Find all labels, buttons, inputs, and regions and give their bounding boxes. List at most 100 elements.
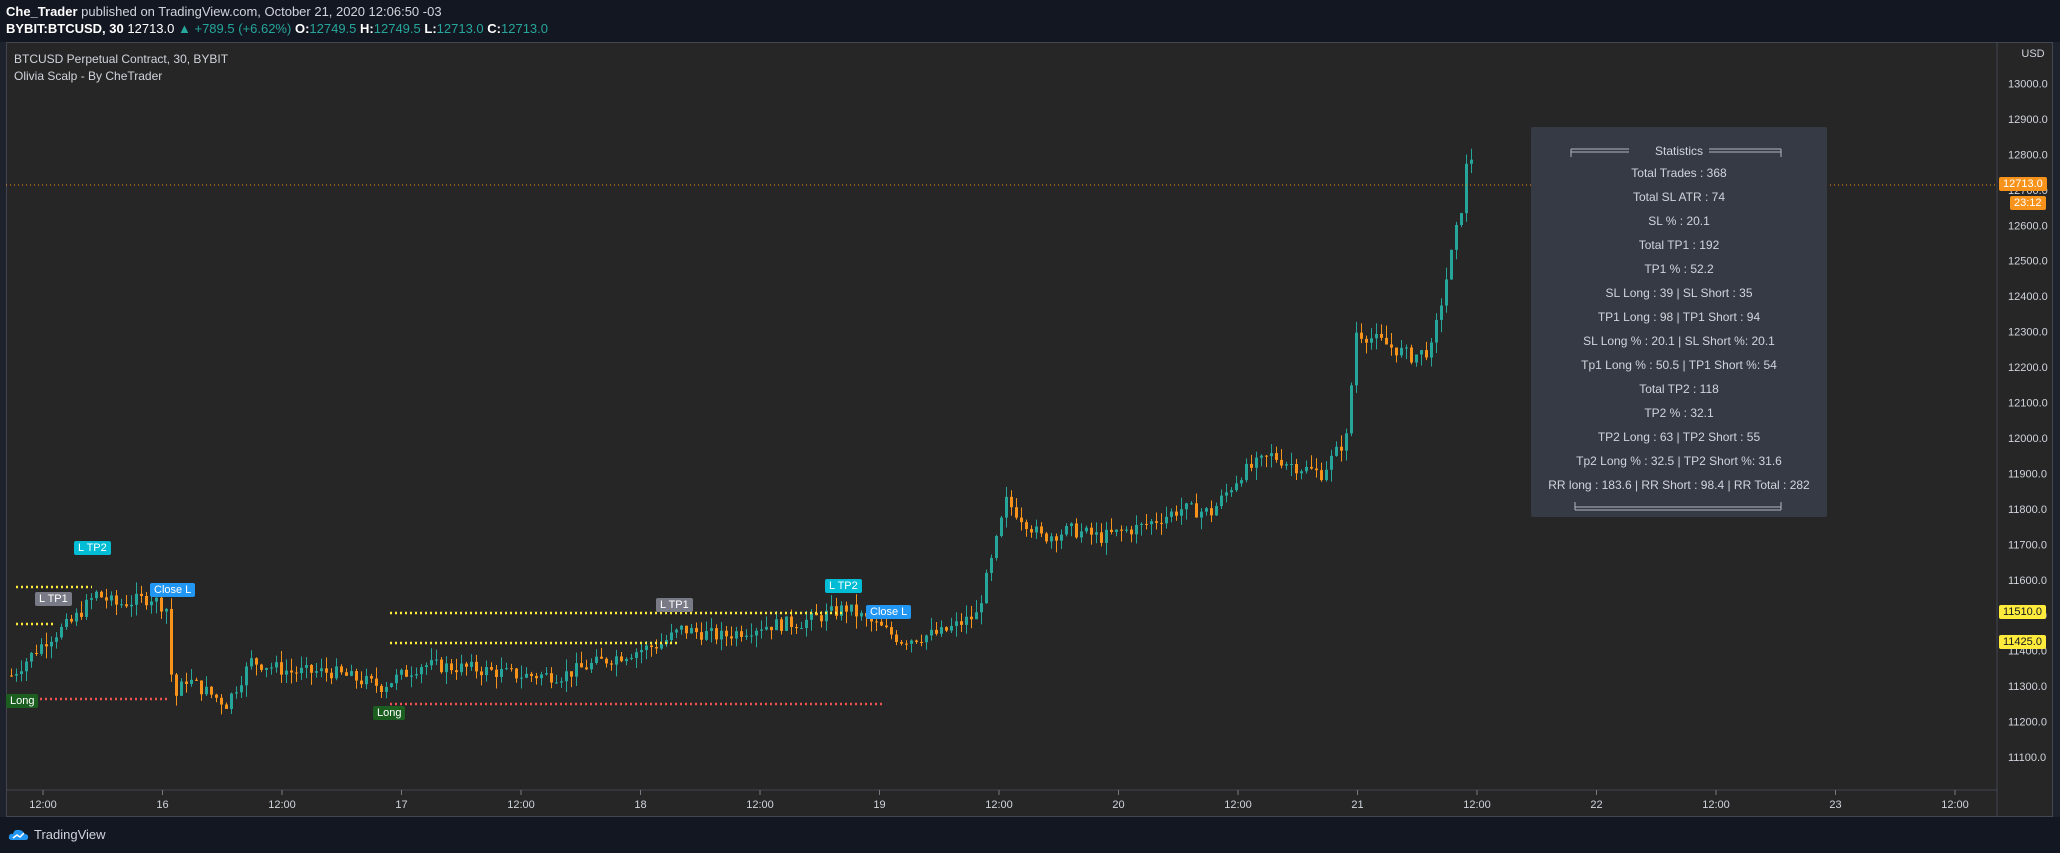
time-tick-label: 12:00	[268, 799, 296, 811]
candle-down	[355, 671, 358, 681]
candle-up	[90, 598, 93, 600]
stat-tp1-long-short: TP1 Long : 98 | TP1 Short : 94	[1597, 310, 1761, 324]
candle-down	[1390, 344, 1393, 348]
candle-down	[1055, 536, 1058, 541]
signal-ltp2-1[interactable]: L TP2	[74, 541, 111, 555]
time-tick-label: 12:00	[985, 799, 1013, 811]
candle-down	[780, 619, 783, 631]
candle-up	[40, 644, 43, 654]
candle-up	[830, 606, 833, 611]
candle-up	[155, 597, 158, 602]
candle-up	[1415, 354, 1418, 363]
candle-up	[335, 666, 338, 679]
candle-up	[110, 595, 113, 601]
top-info-bar: Che_Trader published on TradingView.com,…	[0, 0, 2060, 42]
time-tick-label: 21	[1351, 799, 1363, 811]
candle-down	[195, 679, 198, 681]
price-tick-label: 11800.0	[2008, 504, 2047, 516]
author-name[interactable]: Che_Trader	[6, 4, 78, 19]
candle-up	[395, 674, 398, 684]
chart-title[interactable]: BTCUSD Perpetual Contract, 30, BYBIT	[14, 52, 229, 66]
stat-rr: RR long : 183.6 | RR Short : 98.4 | RR T…	[1548, 478, 1810, 492]
price-tick-label: 11100.0	[2008, 752, 2046, 764]
candle-down	[610, 663, 613, 665]
candle-up	[1165, 516, 1168, 524]
candle-down	[1210, 508, 1213, 516]
candle-down	[290, 670, 293, 673]
candle-up	[1375, 333, 1378, 339]
candle-down	[890, 627, 893, 635]
price-change: ▲ +789.5 (+6.62%)	[178, 21, 292, 36]
candle-down	[1015, 507, 1018, 518]
signal-ltp1-1[interactable]: L TP1	[35, 592, 72, 606]
candle-up	[1220, 495, 1223, 507]
candle-down	[960, 621, 963, 625]
candle-down	[1010, 496, 1013, 508]
candle-up	[435, 659, 438, 661]
symbol-label[interactable]: BYBIT:BTCUSD, 30	[6, 21, 124, 36]
candle-down	[405, 669, 408, 677]
stat-total-tp1: Total TP1 : 192	[1638, 238, 1720, 252]
candle-up	[1185, 503, 1188, 510]
candle-down	[1195, 503, 1198, 518]
indicator-title[interactable]: Olivia Scalp - By CheTrader	[14, 69, 163, 83]
signal-long-2[interactable]: Long	[373, 706, 406, 720]
candle-up	[245, 666, 248, 686]
candle-up	[760, 629, 763, 631]
signal-ltp2-2[interactable]: L TP2	[825, 579, 862, 593]
candle-up	[1065, 525, 1068, 535]
candle-up	[775, 619, 778, 631]
candle-down	[945, 627, 948, 631]
candle-up	[285, 670, 288, 675]
currency-label[interactable]: USD	[2021, 48, 2045, 60]
candle-down	[45, 644, 48, 647]
candle-up	[1290, 463, 1293, 465]
candle-up	[1465, 163, 1468, 214]
candle-up	[410, 675, 413, 677]
candle-up	[1285, 464, 1288, 466]
candle-down	[170, 608, 173, 675]
candle-down	[1100, 532, 1103, 543]
candle-up	[630, 657, 633, 659]
signal-close-l-1[interactable]: Close L	[150, 583, 196, 597]
candle-up	[1330, 455, 1333, 470]
candle-up	[75, 612, 78, 622]
stat-sl-pct: SL % : 20.1	[1648, 214, 1710, 228]
candle-up	[690, 627, 693, 634]
candle-down	[510, 668, 513, 670]
candle-up	[560, 681, 563, 683]
signal-close-l-2[interactable]: Close L	[866, 605, 912, 619]
candle-up	[240, 685, 243, 693]
statistics-title: Statistics	[1654, 144, 1703, 158]
candle-down	[700, 632, 703, 640]
time-axis[interactable]: 12:00 16 12:00 17 12:00 18 12:00 19 12:00 20 12:00…	[29, 790, 1969, 811]
candle-down	[880, 621, 883, 626]
signal-ltp1-2[interactable]: L TP1	[656, 598, 693, 612]
candle-up	[840, 605, 843, 616]
candle-down	[905, 643, 908, 645]
close-value: 12713.0	[501, 21, 548, 36]
candle-down	[1425, 350, 1428, 358]
candle-down	[360, 680, 363, 685]
price-axis[interactable]: 13000.012900.012800.012700.012600.012500…	[2008, 78, 2048, 764]
candle-up	[660, 644, 663, 649]
candle-down	[1275, 453, 1278, 460]
candle-up	[755, 630, 758, 636]
candle-down	[1090, 527, 1093, 535]
level-tag-11510: 11510.0	[1999, 605, 2046, 619]
candle-up	[15, 674, 18, 676]
open-value: 12749.5	[309, 21, 357, 36]
time-tick-label: 12:00	[1702, 799, 1730, 811]
candle-up	[350, 671, 353, 676]
stat-tp2-pct: TP2 % : 32.1	[1644, 406, 1714, 420]
candle-up	[1345, 433, 1348, 451]
candle-up	[365, 676, 368, 685]
candle-down	[295, 672, 298, 674]
candle-up	[635, 652, 638, 658]
price-tick-label: 12200.0	[2008, 362, 2048, 374]
tradingview-logo[interactable]: TradingView	[8, 827, 106, 842]
signal-long-1[interactable]: Long	[6, 694, 39, 708]
candle-down	[380, 685, 383, 692]
candle-up	[1440, 305, 1443, 320]
